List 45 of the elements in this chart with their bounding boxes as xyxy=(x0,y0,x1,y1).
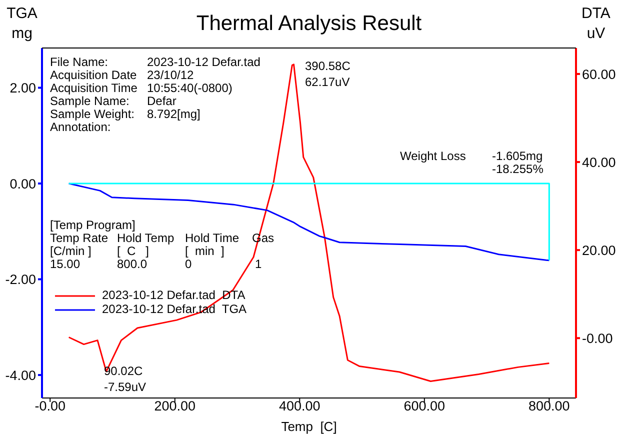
annotation: Sample Name: xyxy=(50,94,130,108)
annotation: Annotation: xyxy=(50,120,111,134)
annotation: 390.58C 62.17uV xyxy=(305,59,351,90)
annotation: Temp Rate xyxy=(50,231,108,246)
x-tick-label: 600.00 xyxy=(404,398,446,414)
y2-tick-label: 60.00 xyxy=(582,66,616,82)
x-tick-label: 200.00 xyxy=(154,398,196,414)
annotation: Hold Temp xyxy=(117,231,174,246)
annotation: 15.00 xyxy=(50,257,80,272)
annotation: -18.255% xyxy=(492,162,544,176)
x-tick-label: -0.00 xyxy=(34,398,66,414)
chart-title: Thermal Analysis Result xyxy=(196,12,422,35)
annotation: 90.02C -7.59uV xyxy=(104,364,146,394)
annotation: 1 xyxy=(255,257,262,272)
y-axis-title: TGA mg xyxy=(6,5,38,42)
y2-tick-label: 20.00 xyxy=(582,242,616,258)
annotation: [ min ] xyxy=(185,244,224,258)
annotation: 23/10/12 xyxy=(147,68,194,82)
annotation: Weight Loss xyxy=(400,149,466,164)
annotation: 2023-10-12 Defar.tad xyxy=(147,55,260,70)
y-tick-label: -4.00 xyxy=(5,368,36,383)
annotation: -1.605mg xyxy=(492,149,543,164)
y-tick-label: 0.00 xyxy=(10,176,36,192)
annotation: Hold Time xyxy=(185,231,240,246)
y2-tick-label: -0.00 xyxy=(582,330,613,346)
annotation: [Temp Program] xyxy=(50,218,136,232)
x-tick-label: 400.00 xyxy=(278,398,320,414)
annotation: Acquisition Time xyxy=(50,81,138,96)
annotation: File Name: xyxy=(50,55,108,70)
annotation: Sample Weight: xyxy=(50,107,134,122)
annotation: 10:55:40(-0800) xyxy=(147,81,232,96)
annotation: 8.792[mg] xyxy=(147,107,200,122)
annotation: Acquisition Date xyxy=(50,68,138,82)
x-tick-label: 800.00 xyxy=(528,398,570,414)
legend-label: 2023-10-12 Defar.tad DTA xyxy=(102,288,246,302)
annotation: Defar xyxy=(147,94,176,108)
x-axis-title: Temp [C] xyxy=(281,419,337,434)
annotation: [ C ] xyxy=(117,244,150,258)
annotation: 0 xyxy=(185,257,192,272)
y2-axis-title: DTA uV xyxy=(582,5,610,42)
y-tick-label: -2.00 xyxy=(5,272,36,288)
annotation: [C/min ] xyxy=(50,244,92,258)
y2-tick-label: 40.00 xyxy=(582,154,616,170)
y-tick-label: 2.00 xyxy=(10,80,36,96)
annotation: 800.0 xyxy=(117,257,148,272)
